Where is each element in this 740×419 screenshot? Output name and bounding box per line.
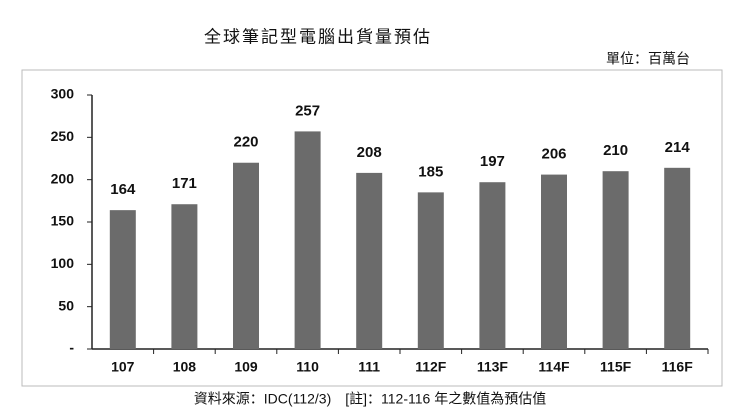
bar <box>541 174 567 349</box>
y-tick-label: 300 <box>51 86 75 102</box>
x-tick-label: 107 <box>111 359 135 375</box>
x-tick-label: 110 <box>296 359 319 375</box>
value-label: 208 <box>357 144 382 161</box>
y-tick-label: - <box>69 340 74 356</box>
plot-frame <box>21 69 723 387</box>
source-note: 資料來源：IDC(112/3) [註]：112-116 年之數值為預估值 <box>194 391 546 407</box>
x-tick-label: 109 <box>234 359 258 375</box>
bar <box>109 210 136 349</box>
x-tick-label: 115F <box>600 359 632 375</box>
bar <box>479 182 506 349</box>
value-label: 206 <box>541 146 566 163</box>
x-tick-label: 112F <box>415 359 447 375</box>
bar <box>233 162 259 349</box>
unit-label: 單位：百萬台 <box>606 51 690 67</box>
value-label: 257 <box>295 102 320 119</box>
value-label: 171 <box>172 175 197 192</box>
x-tick-label: 114F <box>538 359 570 375</box>
value-label: 214 <box>665 139 691 156</box>
bar <box>417 192 444 349</box>
bar <box>171 204 198 349</box>
y-tick-label: 50 <box>58 297 74 313</box>
value-label: 185 <box>418 163 443 180</box>
y-tick-label: 150 <box>51 213 75 229</box>
value-label: 220 <box>233 134 258 151</box>
value-label: 210 <box>603 142 628 159</box>
bar <box>294 131 321 349</box>
value-label: 164 <box>110 181 136 198</box>
bar <box>602 171 629 349</box>
x-tick-label: 108 <box>173 359 197 375</box>
bar <box>664 167 691 349</box>
bar <box>356 172 383 349</box>
y-tick-label: 200 <box>51 170 75 186</box>
x-tick-label: 116F <box>662 359 694 375</box>
value-label: 197 <box>480 153 505 170</box>
chart-title: 全球筆記型電腦出貨量預估 <box>204 27 432 46</box>
x-tick-label: 113F <box>477 359 509 375</box>
x-tick-label: 111 <box>358 359 380 375</box>
y-tick-label: 100 <box>51 255 75 271</box>
y-tick-label: 250 <box>51 128 75 144</box>
